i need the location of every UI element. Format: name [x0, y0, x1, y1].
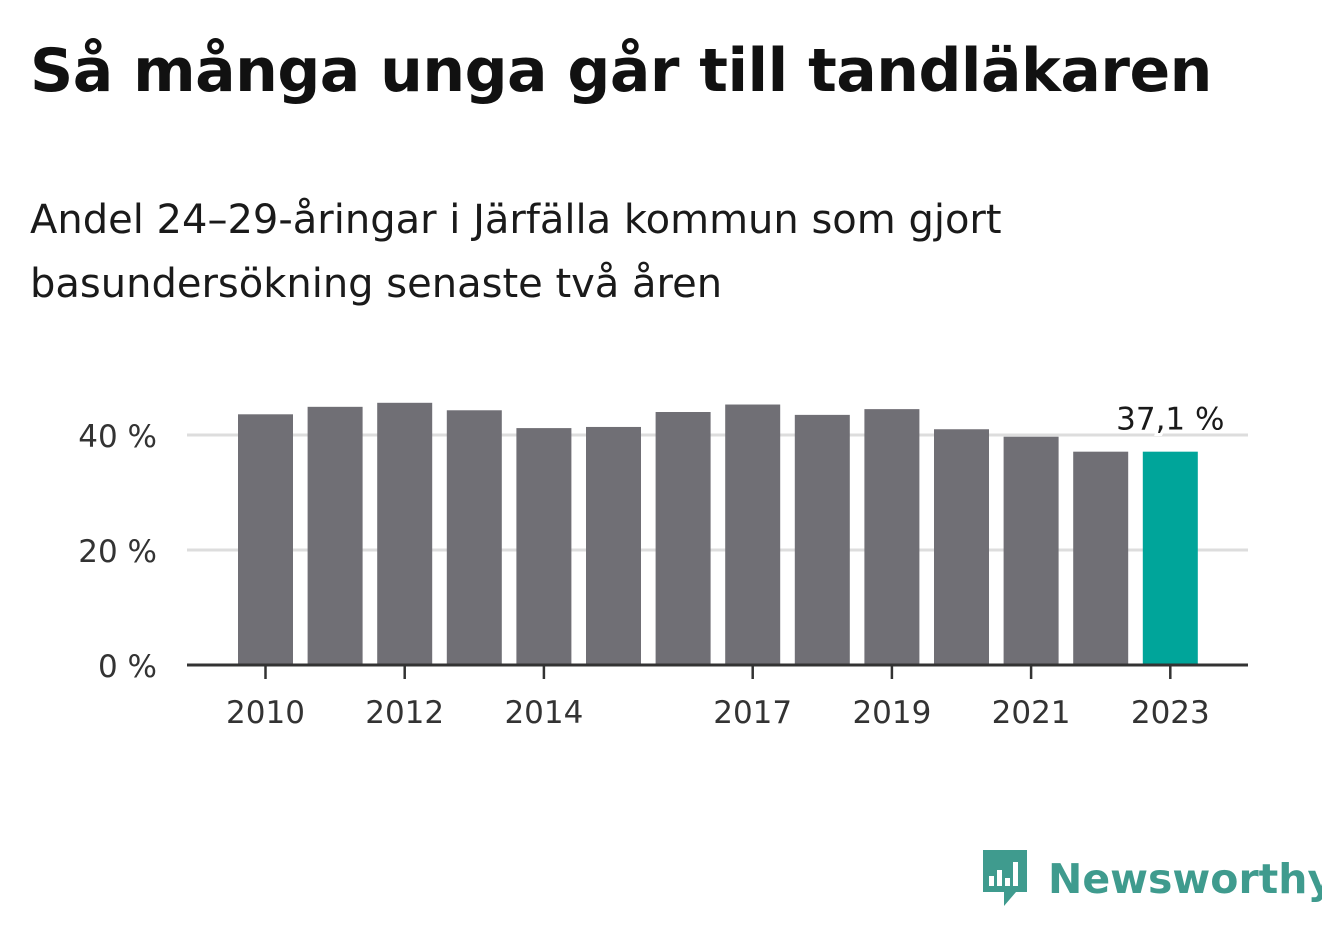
chart-title: Så många unga går till tandläkaren — [30, 36, 1212, 106]
x-tick-label: 2023 — [1131, 695, 1210, 731]
gridlines — [187, 433, 1248, 552]
bar-highlight — [1142, 451, 1198, 665]
bar — [1003, 436, 1059, 665]
x-tick-label: 2021 — [992, 695, 1071, 731]
bar — [934, 429, 989, 665]
bar — [586, 426, 641, 665]
bar-chart: 0 % 20 % 40 % 2010 2012 2014 2017 2019 2021 2023 3… — [78, 399, 1248, 731]
bar — [725, 404, 781, 665]
bar — [377, 402, 433, 665]
bar — [1073, 451, 1129, 665]
bar — [794, 414, 850, 665]
x-tick-label: 2010 — [226, 695, 305, 731]
y-tick-label: 40 % — [78, 419, 157, 455]
y-tick-label: 20 % — [78, 534, 157, 570]
bars — [238, 402, 1198, 665]
bar — [516, 428, 572, 665]
brand-name: Newsworthy — [1048, 855, 1322, 903]
axes — [187, 663, 1248, 679]
x-tick-label: 2017 — [713, 695, 792, 731]
bar — [446, 410, 502, 665]
x-tick-label: 2019 — [852, 695, 931, 731]
bar — [238, 414, 293, 665]
bar — [864, 409, 920, 665]
chart-subtitle: Andel 24–29-åringar i Järfälla kommun so… — [30, 197, 1002, 307]
x-tick-label: 2014 — [504, 695, 583, 731]
brand-logo: Newsworthy — [980, 848, 1322, 910]
bar — [655, 412, 711, 665]
bar-chart-speech-bubble-icon — [983, 850, 1027, 906]
bar — [307, 406, 363, 665]
x-tick-label: 2012 — [365, 695, 444, 731]
value-label: 37,1 % — [1116, 402, 1224, 438]
labels: 0 % 20 % 40 % 2010 2012 2014 2017 2019 2021 2023 3… — [78, 399, 1227, 731]
y-tick-label: 0 % — [98, 649, 157, 685]
